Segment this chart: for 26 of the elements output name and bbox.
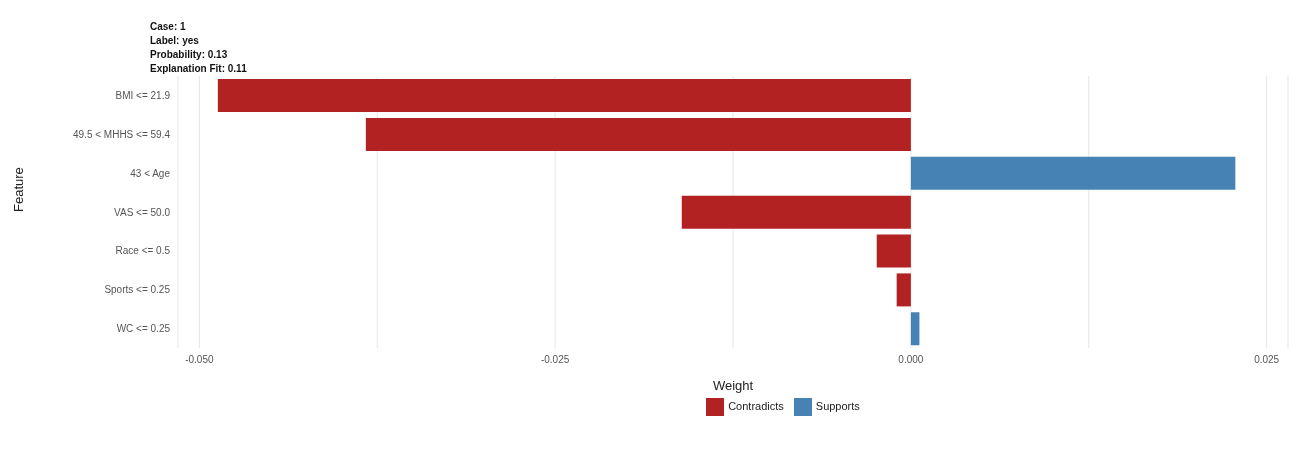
x-tick-label: 0.000: [898, 354, 924, 366]
x-tick-label: 0.025: [1254, 354, 1280, 366]
legend-label: Contradicts: [728, 399, 784, 412]
legend-label: Supports: [815, 399, 860, 412]
y-tick-label: WC <= 0.25: [116, 323, 171, 335]
bar: [876, 234, 911, 268]
bar: [896, 273, 911, 307]
text: Explanation Fit: 0.11: [150, 62, 248, 76]
y-tick-label: 49.5 < MHHS <= 59.4: [72, 128, 171, 140]
bar: [217, 79, 911, 113]
x-tick-label: -0.050: [185, 354, 214, 366]
y-axis-title: Feature: [10, 167, 26, 212]
text: Case: 1: [150, 20, 187, 34]
bar: [365, 117, 911, 151]
x-axis-title: Weight: [712, 378, 754, 393]
y-tick-label: Sports <= 0.25: [104, 284, 171, 296]
y-tick-label: BMI <= 21.9: [115, 89, 171, 101]
text: Label: yes: [150, 34, 200, 48]
bar: [910, 312, 920, 346]
bar: [681, 195, 911, 229]
bar: [910, 156, 1236, 190]
y-tick-label: VAS <= 50.0: [114, 206, 171, 218]
y-tick-label: 43 < Age: [130, 167, 171, 179]
y-tick-label: Race <= 0.5: [115, 245, 171, 257]
x-tick-label: -0.025: [540, 354, 570, 366]
text: Probability: 0.13: [150, 48, 229, 62]
